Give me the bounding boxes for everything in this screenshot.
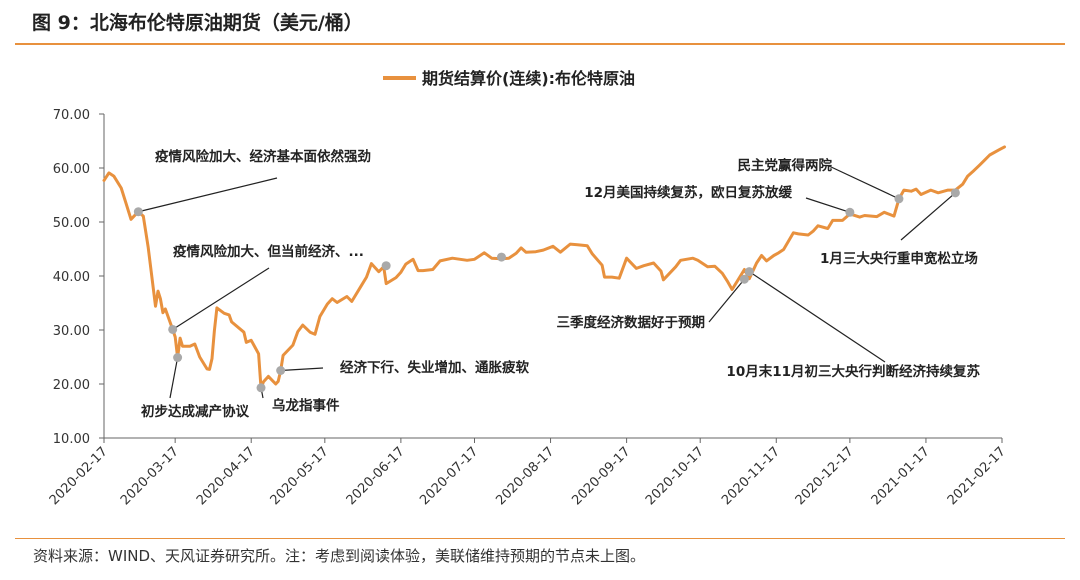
x-tick-label: 2020-03-17 — [118, 444, 182, 508]
annotation-marker — [744, 267, 754, 277]
footer-divider — [15, 538, 1065, 539]
x-tick-label: 2020-02-17 — [47, 444, 111, 508]
x-tick-label: 2021-02-17 — [945, 444, 1009, 508]
y-tick-label: 10.00 — [53, 432, 90, 447]
annotation-leader — [748, 271, 886, 363]
annotation-leader — [169, 357, 179, 399]
chart-legend: 期货结算价(连续):布伦特原油 — [383, 69, 635, 88]
y-tick-label: 20.00 — [53, 378, 90, 393]
x-tick-label: 2020-11-17 — [719, 444, 783, 508]
annotation-label: 1月三大央行重申宽松立场 — [820, 250, 978, 267]
annotation-leader — [828, 165, 900, 200]
annotation-label: 三季度经济数据好于预期 — [557, 314, 706, 331]
annotation-marker — [845, 207, 855, 217]
annotation-leader — [172, 267, 270, 330]
source-note: 资料来源：WIND、天风证券研究所。注：考虑到阅读体验，美联储维持预期的节点未上… — [33, 547, 646, 565]
annotation-leader — [138, 177, 278, 213]
annotation-marker — [133, 207, 143, 217]
annotation-label: 10月末11月初三大央行判断经济持续复苏 — [726, 363, 980, 380]
annotation-leader — [708, 278, 745, 323]
annotation-marker — [894, 194, 904, 204]
x-tick-label: 2021-01-17 — [869, 444, 933, 508]
annotation-marker — [276, 366, 286, 375]
x-tick-label: 2020-07-17 — [417, 444, 481, 508]
annotation-leader — [280, 367, 324, 372]
x-tick-label: 2020-06-17 — [344, 444, 408, 508]
x-tick-label: 2020-08-17 — [493, 444, 557, 508]
x-tick-label: 2020-04-17 — [194, 444, 258, 508]
x-tick-label: 2020-10-17 — [643, 444, 707, 508]
annotation-label: 民主党赢得两院 — [738, 157, 833, 174]
y-tick-label: 70.00 — [53, 108, 90, 123]
annotation-label: 初步达成减产协议 — [141, 403, 249, 420]
annotation-marker — [950, 188, 960, 198]
annotation-leader — [805, 197, 851, 213]
annotation-label: 乌龙指事件 — [272, 397, 340, 414]
header-divider — [15, 43, 1065, 45]
x-tick-label: 2020-12-17 — [793, 444, 857, 508]
legend-label: 期货结算价(连续):布伦特原油 — [422, 69, 635, 88]
x-tick-label: 2020-05-17 — [268, 444, 332, 508]
annotation-leader — [900, 192, 956, 241]
annotation-marker — [256, 383, 266, 393]
annotation-label: 疫情风险加大、但当前经济、... — [173, 243, 364, 260]
annotation-marker — [168, 324, 178, 334]
annotation-marker — [381, 261, 391, 271]
annotation-label: 12月美国持续复苏，欧日复苏放缓 — [584, 184, 792, 201]
annotation-label: 疫情风险加大、经济基本面依然强劲 — [155, 148, 371, 165]
annotation-marker — [173, 353, 183, 363]
y-tick-label: 30.00 — [53, 324, 90, 339]
y-tick-label: 60.00 — [53, 162, 90, 177]
y-tick-label: 50.00 — [53, 216, 90, 231]
y-tick-label: 40.00 — [53, 270, 90, 285]
brent-line-chart: 期货结算价(连续):布伦特原油 70.00 60.00 50.00 40.00 30.0… — [47, 69, 1009, 508]
annotation-label: 经济下行、失业增加、通胀疲软 — [340, 359, 529, 376]
x-tick-label: 2020-09-17 — [569, 444, 633, 508]
annotation-marker — [496, 252, 506, 262]
annotation-marker — [739, 274, 749, 284]
page-title: 图 9：北海布伦特原油期货（美元/桶） — [32, 12, 363, 34]
